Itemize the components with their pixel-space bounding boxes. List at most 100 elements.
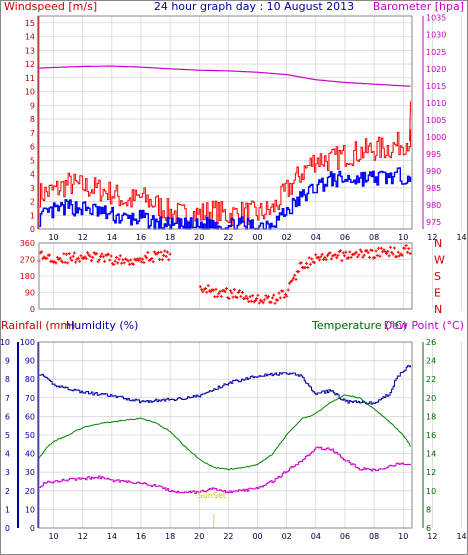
direction-tick-label: 270	[20, 256, 35, 265]
wind-direction-point	[229, 289, 232, 293]
wind-direction-point	[343, 254, 346, 258]
humidity-tick-label: 80	[25, 375, 35, 384]
wind-direction-point	[163, 249, 167, 253]
x-tick-label: 20	[194, 532, 204, 541]
wind-direction-point	[126, 259, 130, 263]
direction-tick-label: 90	[25, 289, 35, 298]
wind-direction-point	[387, 254, 391, 258]
x-tick-label: 18	[165, 532, 175, 541]
humidity-tick-label: 40	[25, 450, 35, 459]
x-tick-label: 16	[136, 532, 146, 541]
wind-direction-point	[129, 258, 133, 262]
wind-direction-point	[339, 249, 343, 253]
temperature-tick-label: 20	[426, 394, 436, 403]
barometer-axis-title: Barometer [hpa]	[373, 0, 464, 13]
wind-direction-point	[377, 246, 381, 250]
wind-direction-point	[396, 250, 400, 254]
wind-direction-point	[222, 288, 226, 292]
direction-tick-label: 0	[30, 305, 35, 314]
wind-direction-point	[336, 253, 340, 257]
wind-direction-point	[340, 259, 344, 263]
wind-direction-point	[368, 255, 371, 259]
x-tick-label: 04	[311, 233, 321, 242]
wind-direction-point	[218, 290, 222, 293]
wind-direction-point	[361, 255, 365, 259]
wind-direction-point	[403, 246, 407, 250]
windspeed-tick-label: 15	[25, 19, 35, 28]
wind-direction-point	[152, 250, 156, 254]
temperature-tick-label: 26	[426, 338, 436, 347]
wind-direction-point	[392, 246, 396, 250]
wind-direction-point	[54, 261, 58, 265]
wind-direction-point	[240, 291, 244, 294]
wind-direction-point	[231, 295, 235, 299]
barometer-tick-label: 1015	[426, 82, 446, 91]
wind-direction-point	[211, 288, 215, 292]
wind-direction-point	[217, 292, 221, 296]
humidity-tick-label: 100	[20, 338, 35, 347]
wind-direction-point	[100, 252, 104, 256]
compass-label: N	[434, 303, 442, 316]
wind-direction-point	[335, 256, 339, 260]
wind-direction-point	[74, 260, 78, 264]
wind-direction-point	[264, 294, 268, 298]
windspeed-tick-label: 3	[30, 184, 35, 193]
direction-tick-label: 360	[20, 239, 35, 248]
wind-direction-point	[404, 244, 408, 247]
humidity-tick-label: 30	[25, 468, 35, 477]
wind-direction-point	[55, 255, 59, 259]
windspeed-gust-line	[39, 129, 411, 228]
wind-direction-point	[306, 266, 310, 269]
wind-direction-point	[61, 260, 65, 264]
wind-direction-point	[272, 293, 276, 297]
wind-direction-point	[360, 250, 364, 254]
rainfall-tick-label: 10	[0, 338, 10, 347]
x-tick-label: 02	[282, 532, 292, 541]
wind-direction-point	[308, 262, 312, 266]
wind-direction-point	[388, 245, 392, 249]
barometer-tick-label: 995	[426, 150, 441, 159]
humidity-tick-label: 90	[25, 357, 35, 366]
rainfall-tick-label: 1	[5, 505, 10, 514]
x-tick-label: 10	[398, 532, 408, 541]
wind-direction-point	[344, 250, 348, 254]
rainfall-tick-label: 8	[5, 375, 10, 384]
wind-direction-point	[316, 255, 320, 259]
wind-direction-point	[230, 291, 234, 295]
x-tick-label: 22	[223, 532, 233, 541]
x-tick-label: 00	[252, 532, 262, 541]
barometer-tick-label: 1005	[426, 116, 446, 125]
temperature-line	[38, 394, 411, 471]
rainfall-axis-title: Rainfall (mm)	[1, 319, 75, 332]
wind-direction-point	[269, 300, 273, 304]
wind-direction-point	[138, 256, 142, 260]
wind-direction-point	[48, 253, 51, 257]
wind-direction-point	[62, 252, 66, 256]
wind-direction-point	[131, 262, 135, 266]
windspeed-axis-title: Windspeed [m/s]	[4, 0, 97, 13]
windspeed-tick-label: 10	[25, 88, 35, 97]
wind-direction-point	[357, 253, 361, 257]
wind-direction-point	[78, 259, 82, 263]
wind-direction-point	[290, 278, 294, 282]
wind-direction-point	[333, 253, 337, 257]
wind-direction-point	[103, 259, 107, 263]
temperature-tick-label: 18	[426, 412, 436, 421]
wind-direction-point	[223, 290, 227, 294]
temperature-tick-label: 8	[426, 505, 431, 514]
rainfall-tick-label: 4	[5, 450, 10, 459]
windspeed-tick-label: 14	[25, 33, 35, 42]
wind-direction-point	[246, 297, 249, 301]
wind-direction-point	[381, 250, 385, 254]
wind-direction-point	[248, 295, 252, 299]
wind-direction-point	[128, 262, 131, 266]
windspeed-tick-label: 11	[25, 74, 35, 83]
wind-direction-point	[273, 301, 277, 305]
wind-direction-point	[143, 254, 147, 258]
dewpoint-line	[39, 446, 411, 494]
wind-direction-point	[113, 259, 117, 263]
windspeed-tick-label: 6	[30, 143, 35, 152]
wind-direction-point	[45, 256, 49, 260]
wind-direction-point	[168, 252, 172, 256]
